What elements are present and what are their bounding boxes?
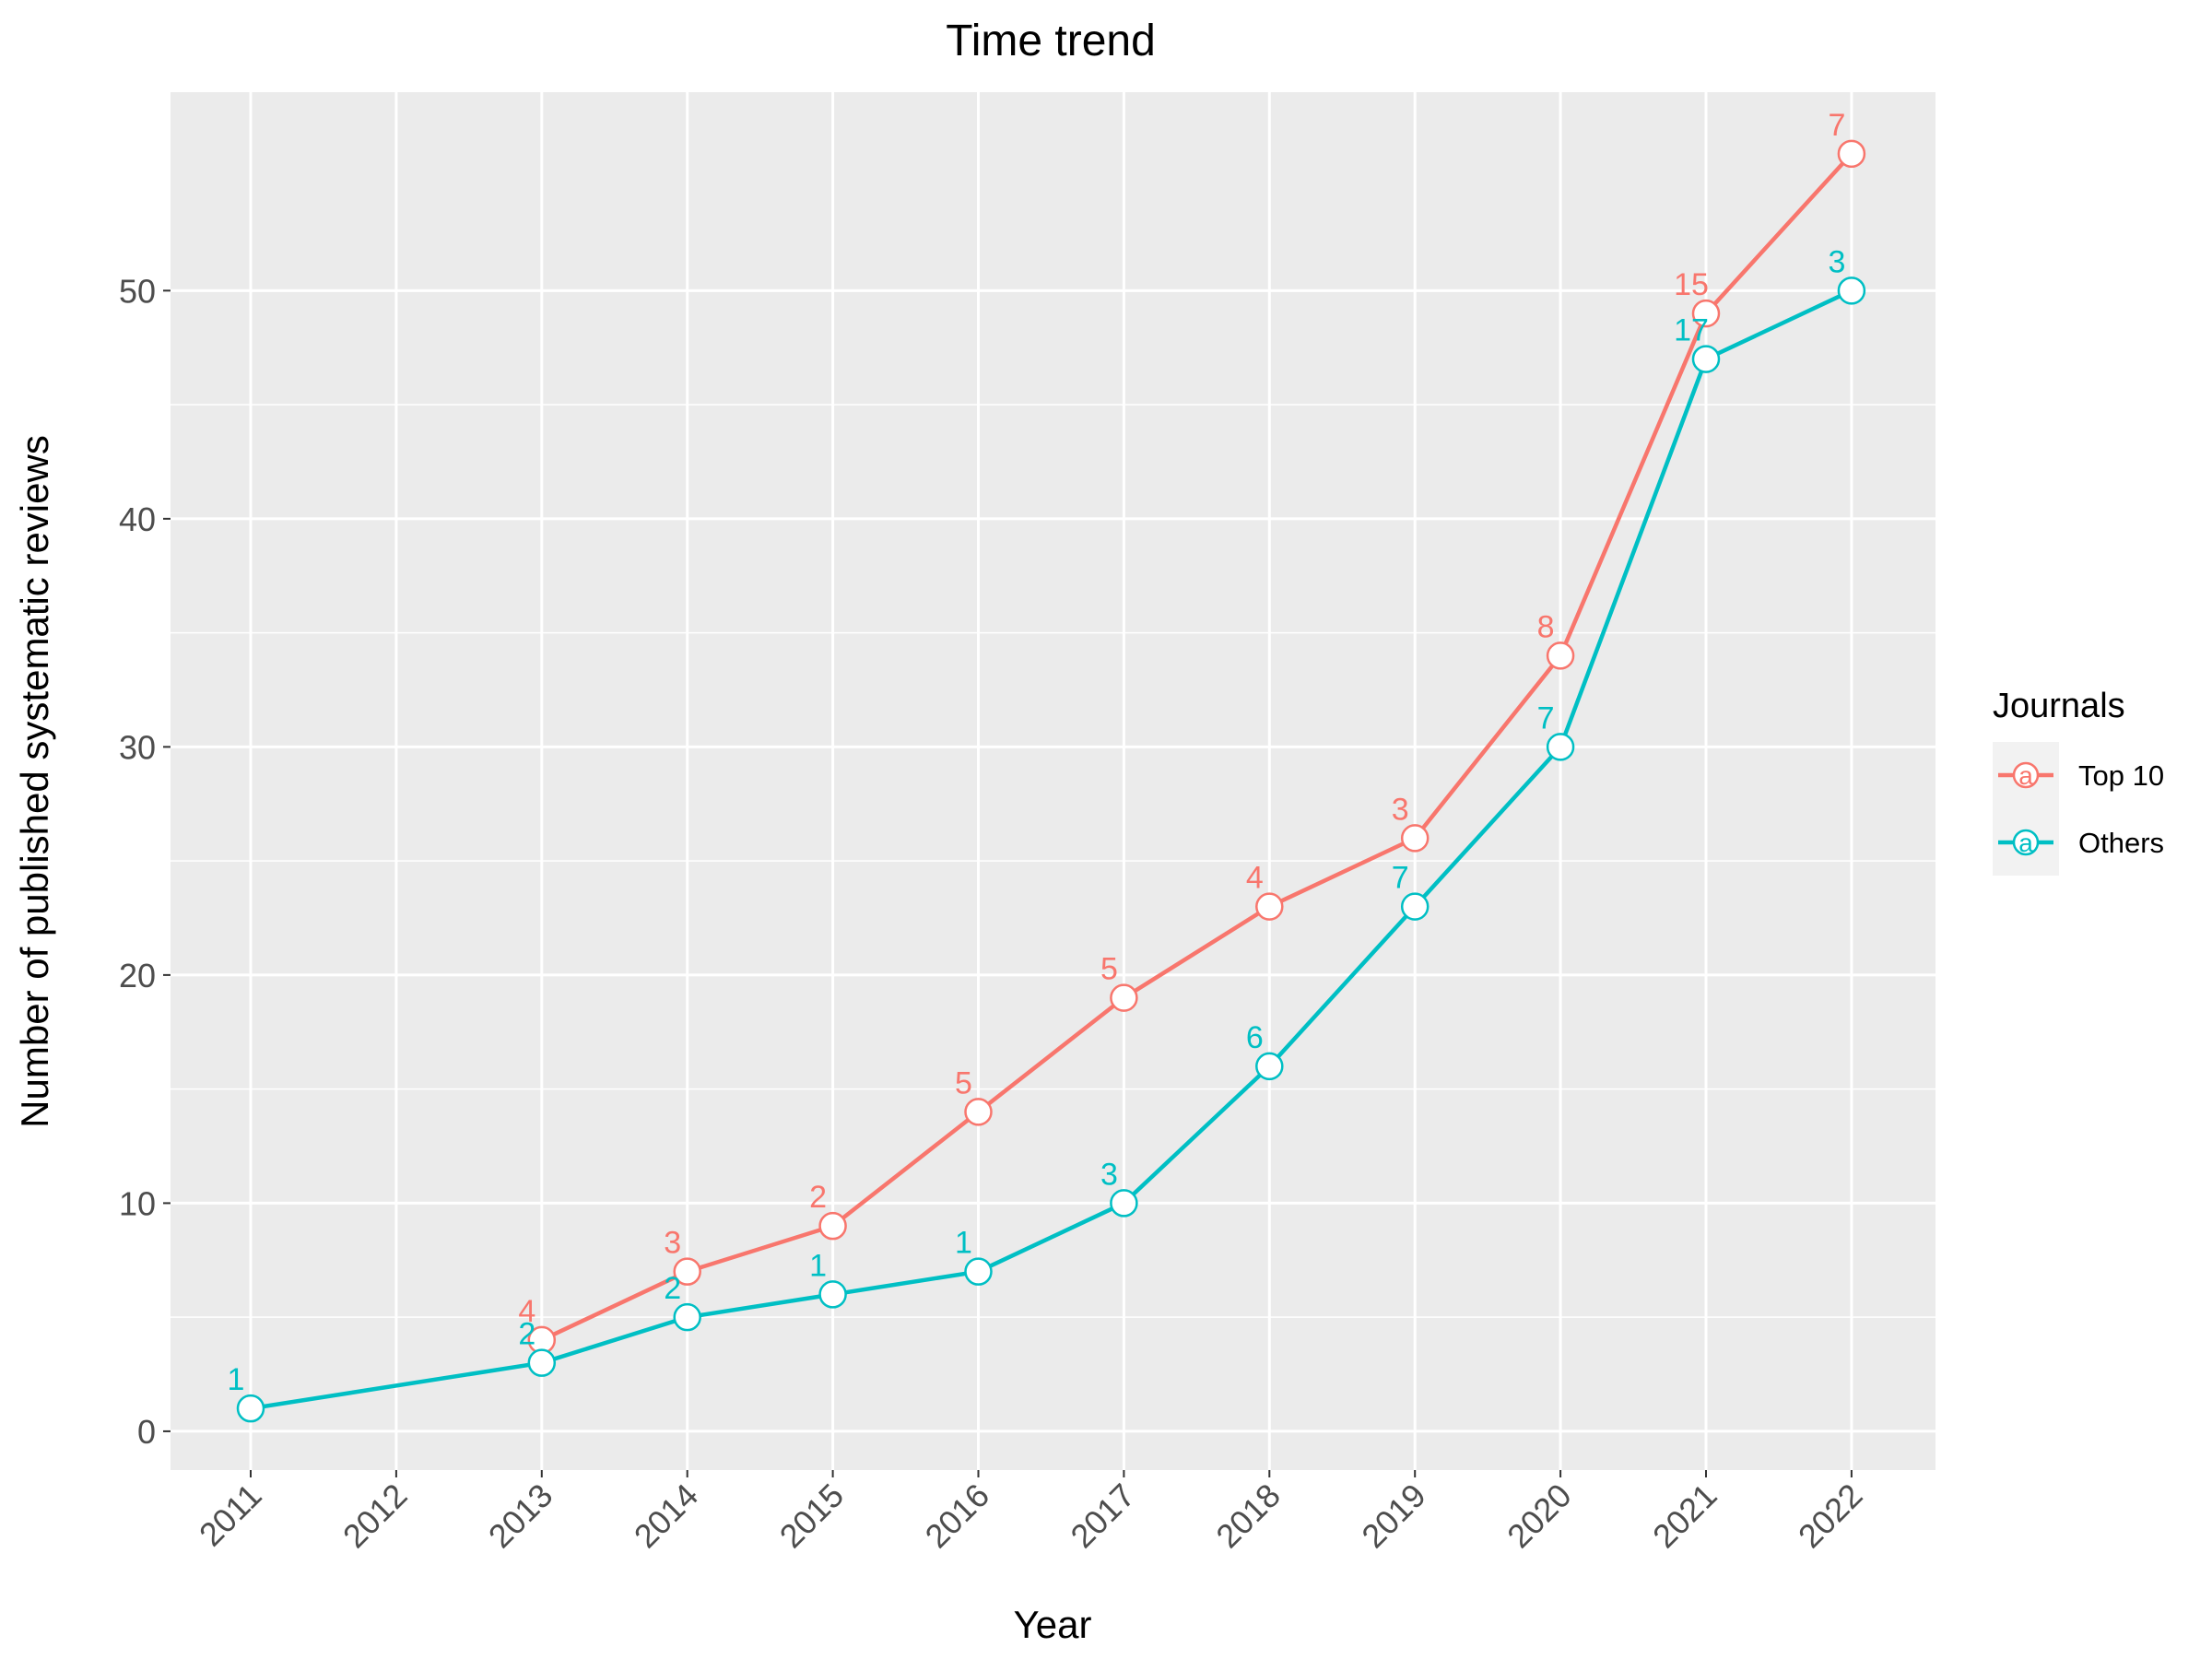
data-point xyxy=(673,1302,701,1332)
legend-key-point xyxy=(2012,829,2040,856)
y-tick-label: 20 xyxy=(119,957,156,994)
data-point xyxy=(1546,641,1575,670)
data-label: 3 xyxy=(1392,792,1409,827)
x-axis-title: Year xyxy=(1014,1603,1092,1646)
legend-label: Top 10 xyxy=(2078,759,2164,792)
y-tick-label: 0 xyxy=(137,1413,156,1451)
data-point xyxy=(1110,983,1138,1012)
chart-title: Time trend xyxy=(946,17,1156,65)
data-label: 2 xyxy=(518,1317,535,1352)
data-label: 5 xyxy=(955,1065,972,1100)
major-gridlines xyxy=(171,92,1936,1470)
legend-title: Journals xyxy=(1993,687,2125,725)
data-label: 1 xyxy=(809,1248,827,1283)
data-point xyxy=(1255,892,1284,921)
data-point xyxy=(1546,733,1575,761)
data-label: 2 xyxy=(664,1271,681,1306)
data-label: 17 xyxy=(1674,313,1709,348)
legend: Journals a Top 10 a Others xyxy=(1993,687,2164,876)
data-label: 15 xyxy=(1674,267,1709,302)
plot-panel xyxy=(171,92,1936,1470)
data-label: 3 xyxy=(1828,244,1845,279)
legend-key-point xyxy=(2012,761,2040,789)
y-tick-label: 10 xyxy=(119,1184,156,1222)
legend-items: a Top 10 a Others xyxy=(1998,759,2164,859)
y-tick-label: 50 xyxy=(119,272,156,310)
data-point xyxy=(1837,139,1866,169)
data-point xyxy=(818,1280,847,1309)
data-point xyxy=(1400,892,1430,921)
data-point xyxy=(818,1211,847,1241)
y-tick-label: 40 xyxy=(119,500,156,538)
legend-key-glyph: a xyxy=(2018,829,2033,857)
legend-key-glyph: a xyxy=(2018,761,2033,790)
data-point xyxy=(1691,299,1721,328)
data-point xyxy=(673,1257,701,1286)
data-label: 4 xyxy=(518,1294,535,1329)
data-point xyxy=(1691,345,1721,373)
data-label: 7 xyxy=(1537,700,1555,735)
data-label: 6 xyxy=(1246,1020,1264,1055)
data-label: 3 xyxy=(664,1226,681,1261)
data-point xyxy=(1400,824,1430,853)
minor-gridlines xyxy=(171,404,1936,1318)
data-point xyxy=(236,1394,265,1423)
y-axis: 0 10 20 30 40 50 xyxy=(119,272,171,1451)
y-tick-label: 30 xyxy=(119,728,156,766)
data-point xyxy=(1255,1052,1284,1081)
data-label: 1 xyxy=(955,1226,972,1261)
data-label: 7 xyxy=(1828,108,1845,143)
series-line-top-10 xyxy=(540,152,1853,1342)
data-point xyxy=(1837,276,1866,305)
data-point xyxy=(1110,1189,1138,1218)
data-label: 4 xyxy=(1246,861,1264,896)
series-points xyxy=(236,139,1866,1423)
data-point xyxy=(527,1348,557,1377)
data-label: 2 xyxy=(809,1180,827,1215)
data-label: 8 xyxy=(1537,609,1555,644)
data-point xyxy=(964,1098,993,1126)
data-label: 1 xyxy=(228,1362,245,1397)
data-label: 5 xyxy=(1100,952,1118,987)
data-label: 3 xyxy=(1100,1157,1118,1192)
data-point xyxy=(964,1257,993,1286)
legend-label: Others xyxy=(2078,827,2164,859)
point-labels: 4 3 2 5 5 4 3 8 15 7 1 2 2 1 1 3 6 7 7 17 3 xyxy=(228,108,1846,1397)
data-label: 7 xyxy=(1392,861,1409,896)
y-axis-title: Number of published systematic reviews xyxy=(13,435,56,1128)
